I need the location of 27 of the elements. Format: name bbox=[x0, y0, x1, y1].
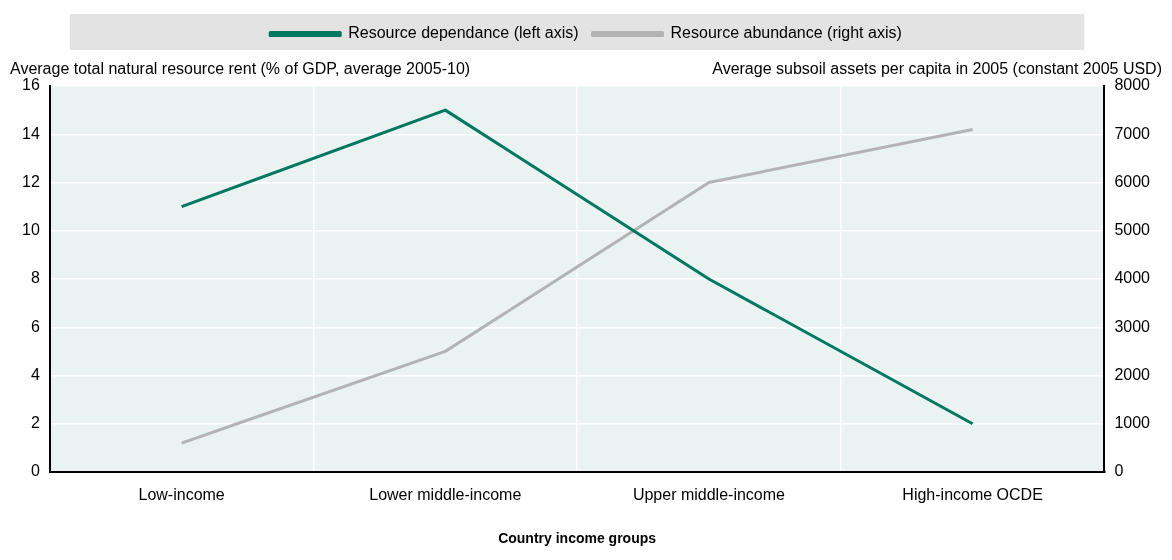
y2-tick-label: 6000 bbox=[1114, 172, 1151, 190]
y2-tick-label: 8000 bbox=[1114, 76, 1151, 94]
y2-tick-label: 7000 bbox=[1114, 124, 1151, 142]
y2-tick-label: 1000 bbox=[1114, 414, 1151, 432]
legend-label: Resource abundance (right axis) bbox=[670, 24, 902, 42]
x-tick-label: Low-income bbox=[138, 486, 225, 504]
y2-tick-label: 0 bbox=[1114, 462, 1124, 480]
y-tick-label: 8 bbox=[30, 269, 40, 287]
y-tick-label: 0 bbox=[30, 462, 40, 480]
y-tick-label: 6 bbox=[30, 317, 40, 335]
x-axis-title: Country income groups bbox=[498, 530, 657, 547]
x-tick-label: Upper middle-income bbox=[632, 486, 786, 504]
y2-tick-label: 2000 bbox=[1114, 365, 1151, 383]
x-tick-label: High-income OCDE bbox=[902, 486, 1043, 504]
y-tick-label: 4 bbox=[30, 365, 40, 383]
x-tick-label: Lower middle-income bbox=[369, 486, 522, 504]
y-tick-label: 16 bbox=[22, 76, 40, 94]
legend-label: Resource dependance (left axis) bbox=[348, 24, 579, 42]
y-axis-title: Average total natural resource rent (% of GDP, average 2005-10) bbox=[10, 60, 471, 78]
y-tick-label: 12 bbox=[22, 172, 40, 190]
y-tick-label: 14 bbox=[22, 124, 40, 142]
y2-axis-title: Average subsoil assets per capita in 2005 (constant 2005 USD) bbox=[712, 60, 1162, 78]
y2-tick-label: 4000 bbox=[1114, 269, 1151, 287]
y2-tick-label: 5000 bbox=[1114, 221, 1151, 239]
y-tick-label: 10 bbox=[22, 221, 40, 239]
y2-tick-label: 3000 bbox=[1114, 317, 1151, 335]
y-tick-label: 2 bbox=[30, 414, 40, 432]
